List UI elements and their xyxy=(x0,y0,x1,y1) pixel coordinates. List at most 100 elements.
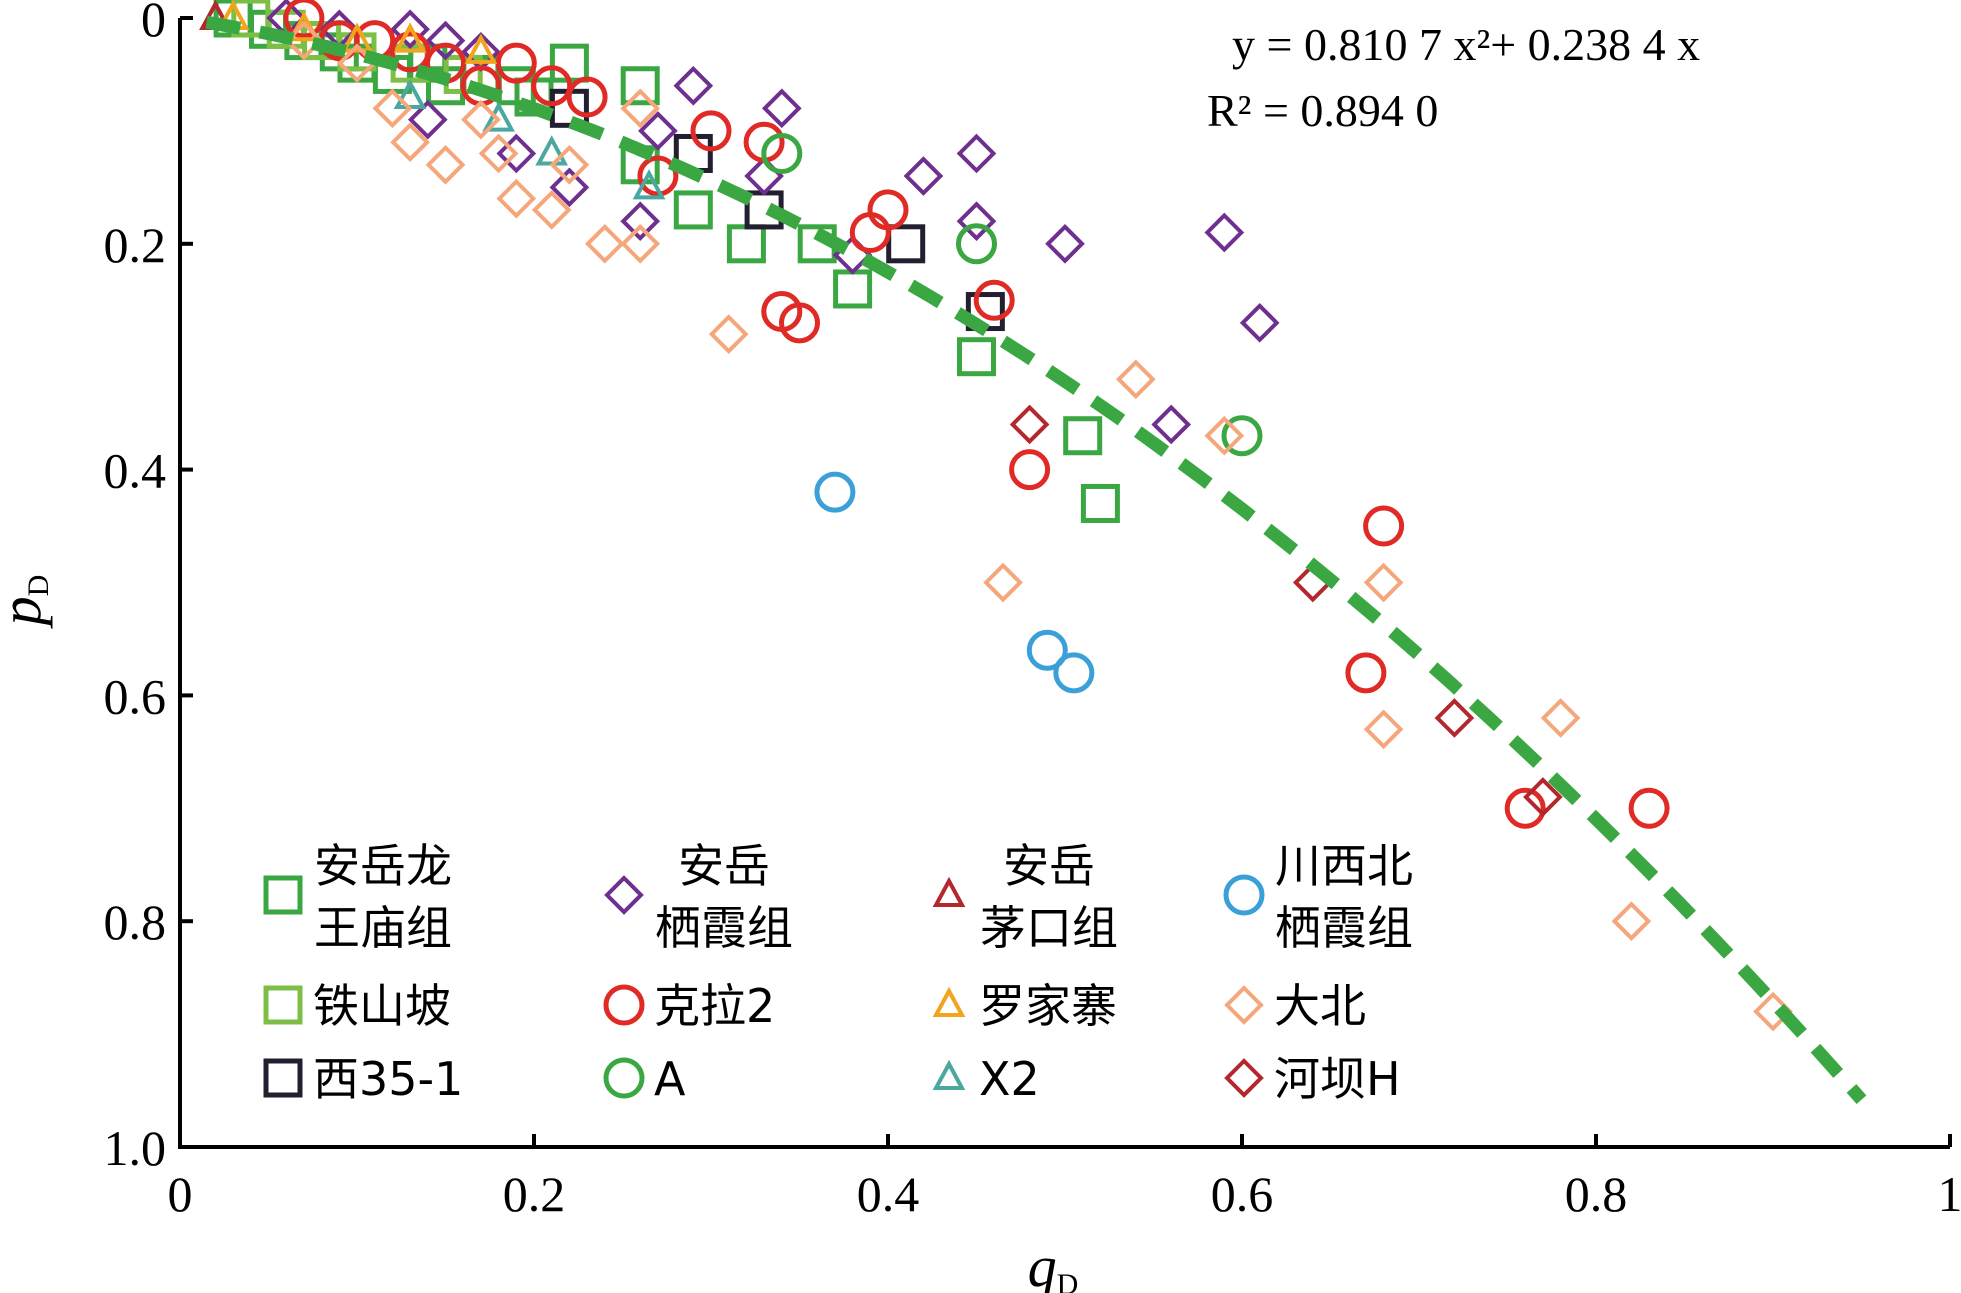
x-tick-label: 0.8 xyxy=(1565,1166,1628,1222)
legend-item: 铁山坡 xyxy=(263,979,451,1033)
legend-item: A xyxy=(603,1052,686,1106)
plot-area xyxy=(199,0,1867,1105)
data-point xyxy=(620,66,660,106)
series-3 xyxy=(266,0,1280,445)
data-point xyxy=(1628,787,1670,829)
data-point xyxy=(956,201,997,242)
data-point xyxy=(496,133,537,174)
legend-item: 克拉2 xyxy=(603,979,775,1033)
data-point xyxy=(464,33,498,64)
data-point xyxy=(903,156,944,196)
legend-item: 河坝H xyxy=(1224,1052,1401,1106)
series-11 xyxy=(1009,404,1563,817)
y-tick-label: 0.6 xyxy=(104,668,167,724)
x-axis-title: qD xyxy=(1028,1234,1079,1293)
data-point xyxy=(1611,901,1652,942)
data-point xyxy=(673,65,714,106)
data-point xyxy=(1115,359,1156,400)
legend-marker xyxy=(1224,985,1264,1025)
data-point xyxy=(761,88,802,129)
data-point xyxy=(1045,223,1085,264)
data-point xyxy=(1363,505,1405,547)
data-point xyxy=(1239,303,1280,343)
data-point xyxy=(531,190,572,230)
data-point xyxy=(867,189,909,231)
data-point xyxy=(983,562,1023,603)
legend-marker xyxy=(263,1058,303,1098)
data-point xyxy=(1080,483,1120,523)
series-5 xyxy=(761,132,1263,457)
y-tick-label: 0.2 xyxy=(104,217,167,273)
legend-label: 安岳 xyxy=(1003,839,1095,893)
data-point xyxy=(495,42,537,84)
data-point xyxy=(1204,212,1245,253)
data-point xyxy=(1504,787,1546,829)
data-point xyxy=(584,223,625,264)
y-tick-label: 1.0 xyxy=(104,1120,167,1176)
fit-r2: R² = 0.894 0 xyxy=(1207,85,1438,136)
data-point xyxy=(1540,698,1581,738)
data-point xyxy=(1053,652,1095,694)
data-point xyxy=(1009,404,1050,445)
legend-label: 河坝H xyxy=(1274,1052,1401,1106)
legend-label: 栖霞组 xyxy=(1275,901,1413,955)
legend-label: 克拉2 xyxy=(654,979,775,1033)
data-point xyxy=(549,43,589,83)
data-point xyxy=(708,314,749,354)
data-point xyxy=(620,201,661,242)
data-point xyxy=(425,144,466,185)
legend-marker xyxy=(604,875,644,915)
data-point xyxy=(283,0,325,39)
legend-marker xyxy=(263,985,303,1025)
y-tick-label: 0.8 xyxy=(104,894,167,950)
series-9 xyxy=(814,471,1095,694)
data-point xyxy=(814,471,856,513)
legend-label: 罗家寨 xyxy=(979,979,1117,1033)
y-axis-title-sub: D xyxy=(22,575,55,597)
data-point xyxy=(1063,416,1103,456)
data-point xyxy=(956,223,997,265)
legend-marker xyxy=(603,1057,645,1099)
x-axis-title-sub: D xyxy=(1057,1268,1079,1293)
fit-annotation: y = 0.810 7 x²+ 0.238 4 x R² = 0.894 0 xyxy=(1207,19,1700,136)
data-point xyxy=(726,224,766,264)
data-point xyxy=(1345,652,1387,694)
data-point xyxy=(957,337,996,377)
data-point xyxy=(482,101,515,132)
fit-equation: y = 0.810 7 x²+ 0.238 4 x xyxy=(1232,19,1700,70)
series-4 xyxy=(283,0,1670,829)
legend-label: 西35-1 xyxy=(313,1052,463,1106)
legend-label: 铁山坡 xyxy=(313,979,451,1033)
data-point xyxy=(1363,709,1404,750)
legend-marker xyxy=(603,984,645,1026)
data-point xyxy=(1221,415,1263,457)
data-point xyxy=(340,22,374,53)
data-point xyxy=(393,78,427,110)
data-point xyxy=(1363,562,1404,603)
data-point xyxy=(461,99,501,140)
data-point xyxy=(393,22,427,53)
legend-label: 安岳 xyxy=(678,839,770,893)
data-point xyxy=(1026,629,1068,671)
data-point xyxy=(833,269,873,309)
y-axis-title: pD xyxy=(0,575,55,630)
data-point xyxy=(1009,449,1051,491)
data-point xyxy=(531,65,573,107)
data-point xyxy=(620,88,661,129)
legend-marker xyxy=(932,876,966,907)
data-point xyxy=(690,110,732,152)
data-point xyxy=(1434,698,1475,738)
x-tick-label: 0 xyxy=(168,1166,193,1222)
legend-label: 栖霞组 xyxy=(655,901,793,955)
data-point xyxy=(761,132,803,174)
data-point xyxy=(620,223,661,264)
y-tick-label: 0 xyxy=(141,0,166,47)
legend-label: 王庙组 xyxy=(314,901,452,955)
data-point xyxy=(1151,404,1192,445)
legend-label: 安岳龙 xyxy=(314,839,452,893)
data-point xyxy=(390,9,430,50)
data-point xyxy=(566,76,608,118)
